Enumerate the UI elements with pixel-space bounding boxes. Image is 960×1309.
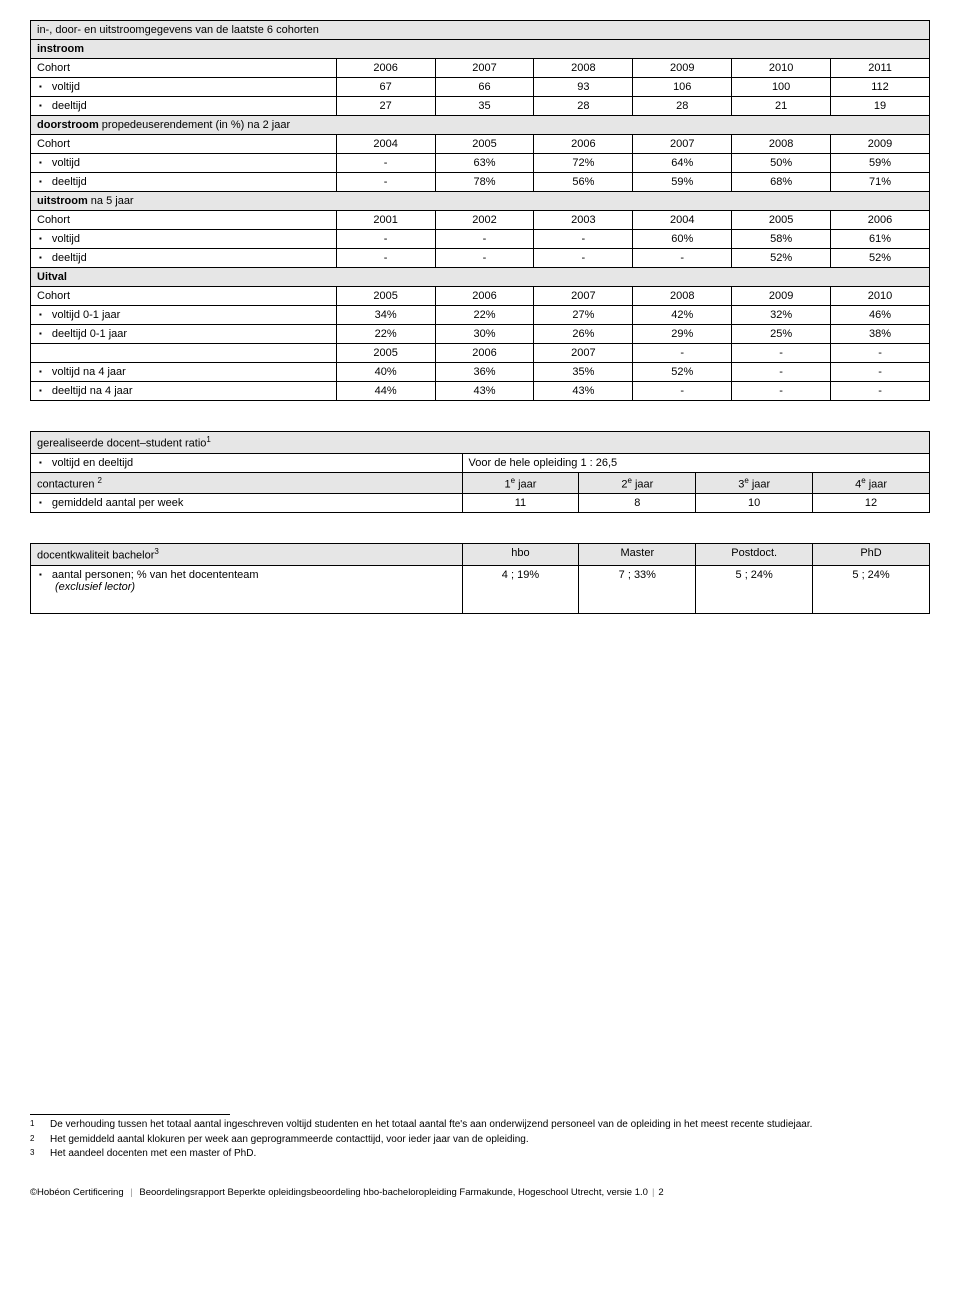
table-ratio: gerealiseerde docent–student ratio1 volt… (30, 431, 930, 513)
table-row: voltijd - 63% 72% 64% 50% 59% (31, 154, 930, 173)
footnotes: 1 De verhouding tussen het totaal aantal… (30, 1119, 930, 1161)
footnote-1: 1 De verhouding tussen het totaal aantal… (30, 1119, 930, 1132)
cohort-label: Cohort (31, 59, 337, 78)
table-row: gemiddeld aantal per week 11 8 10 12 (31, 494, 930, 513)
table-row: deeltijd 27 35 28 28 21 19 (31, 97, 930, 116)
table-row: voltijd na 4 jaar 40% 36% 35% 52% - - (31, 363, 930, 382)
table-row: aantal personen; % van het docententeam(… (31, 565, 930, 613)
table-cohort-data: in-, door- en uitstroomgegevens van de l… (30, 20, 930, 401)
footnote-3: 3 Het aandeel docenten met een master of… (30, 1148, 930, 1161)
section-uitval: Uitval (31, 268, 930, 287)
page-footer: ©Hobéon Certificering | Beoordelingsrapp… (30, 1181, 930, 1198)
table-row: voltijd 67 66 93 106 100 112 (31, 78, 930, 97)
footnote-2: 2 Het gemiddeld aantal klokuren per week… (30, 1134, 930, 1147)
table-docent-kwaliteit: docentkwaliteit bachelor3 hbo Master Pos… (30, 543, 930, 614)
section-instroom: instroom (31, 40, 930, 59)
table-row: deeltijd na 4 jaar 44% 43% 43% - - - (31, 382, 930, 401)
table-row: voltijd - - - 60% 58% 61% (31, 230, 930, 249)
section-doorstroom: doorstroom propedeuserendement (in %) na… (31, 116, 930, 135)
table-row: voltijd 0-1 jaar 34% 22% 27% 42% 32% 46% (31, 306, 930, 325)
table3-title: docentkwaliteit bachelor3 (31, 544, 463, 566)
table1-title: in-, door- en uitstroomgegevens van de l… (31, 21, 930, 40)
contacturen-label: contacturen 2 (31, 472, 463, 494)
table-row: deeltijd - 78% 56% 59% 68% 71% (31, 173, 930, 192)
table2-title: gerealiseerde docent–student ratio1 (31, 432, 930, 454)
table-row: deeltijd - - - - 52% 52% (31, 249, 930, 268)
table-row: voltijd en deeltijd Voor de hele opleidi… (31, 453, 930, 472)
table-row: deeltijd 0-1 jaar 22% 30% 26% 29% 25% 38… (31, 325, 930, 344)
section-uitstroom: uitstroom na 5 jaar (31, 192, 930, 211)
